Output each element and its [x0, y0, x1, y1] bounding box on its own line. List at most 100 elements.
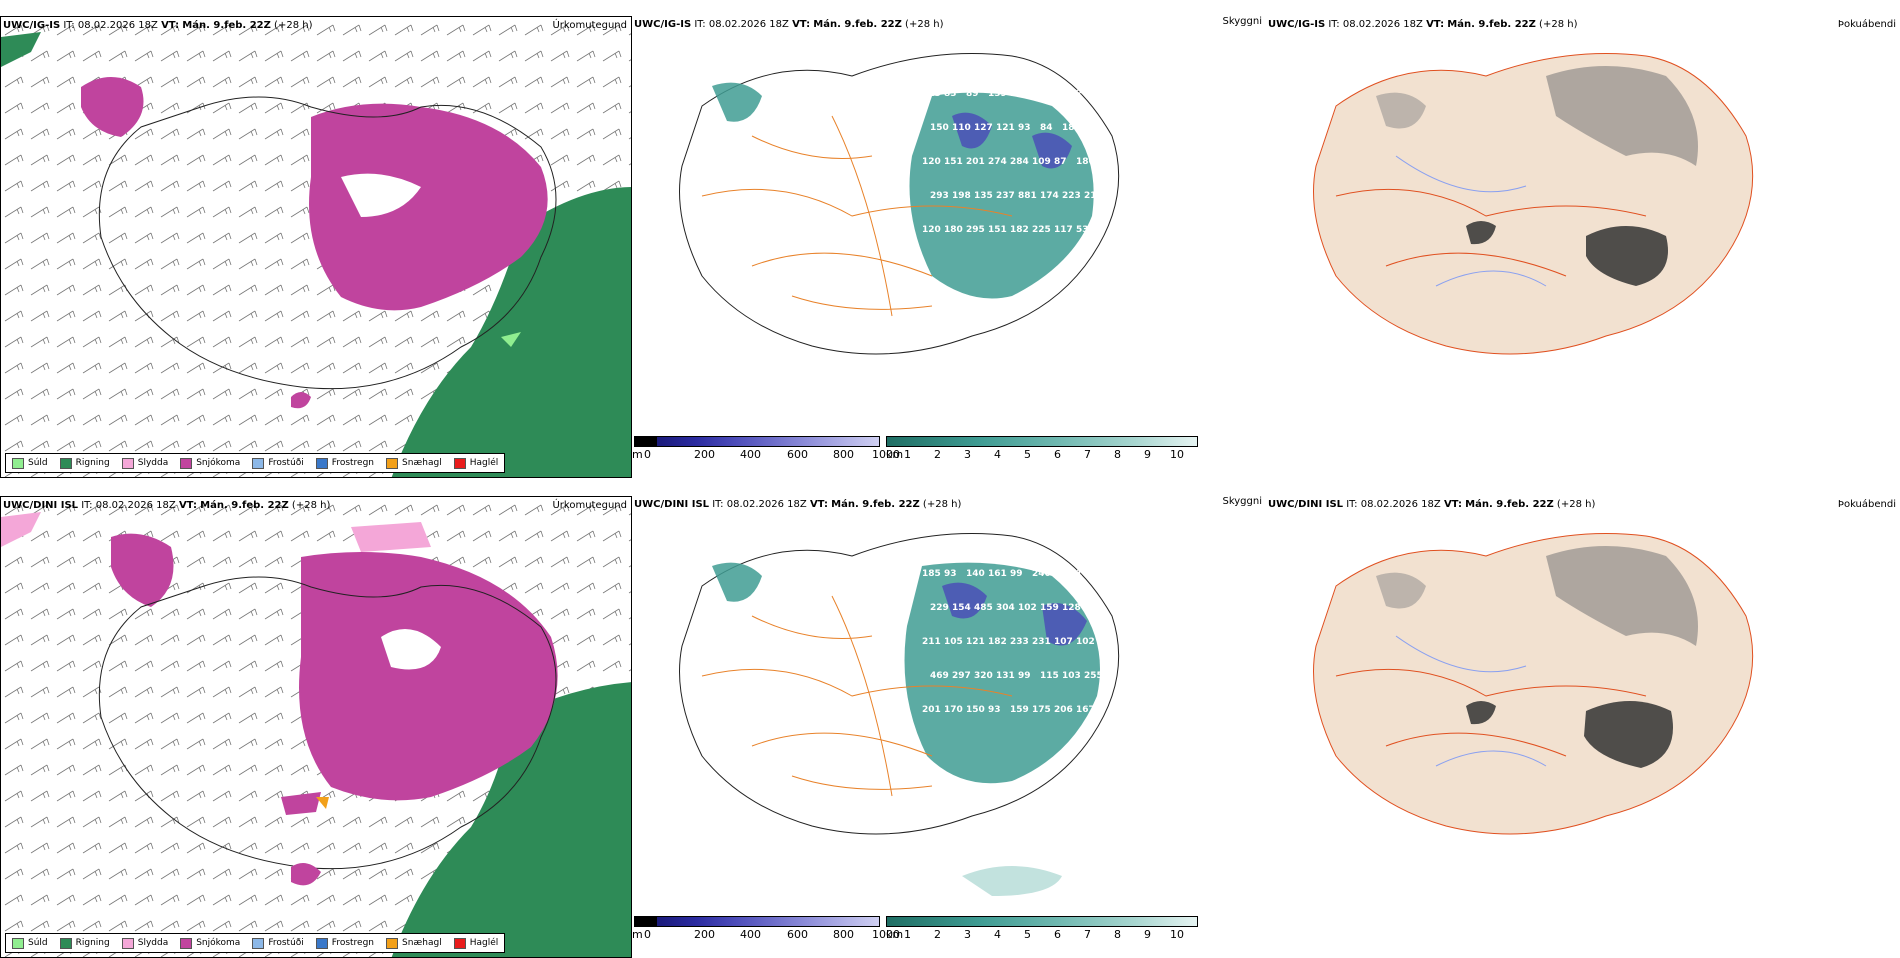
vis-tick: 1 [904, 928, 911, 941]
lead-time: (+28 h) [274, 20, 313, 31]
valid-time: Mán. 9.feb. 22Z [182, 20, 271, 31]
vis-title: Skyggni [1222, 16, 1262, 27]
cloud-base-label: 803 [772, 309, 791, 319]
vis-tick: 5 [1024, 448, 1031, 461]
cloud-base-label: 284 [1054, 89, 1073, 99]
legend-swatch [453, 457, 466, 469]
vis-tick: 1 [904, 448, 911, 461]
vis-tick: 6 [1054, 928, 1061, 941]
vis-tick: 9 [1144, 448, 1151, 461]
precip-title: Úrkomutegund [552, 20, 627, 31]
cloud-base-label: 231 [1032, 637, 1051, 647]
cloud-base-label: 103 [1062, 671, 1081, 681]
fog-title: Þokuábendi [1837, 499, 1896, 510]
vis-title: Skyggni [1222, 496, 1262, 507]
cloud-base-label: 127 [974, 123, 993, 133]
precip-type-panel-bottom: UWC/DINI ISL IT: 08.02.2026 18Z VT: Mán.… [0, 496, 632, 958]
legend-item: Haglél [453, 937, 498, 949]
cloud-base-label: 237 [996, 191, 1015, 201]
cloud-base-label: 182 [1010, 225, 1029, 235]
height-tick: 200 [694, 928, 715, 941]
vis-tick: 10 [1170, 448, 1184, 461]
cloud-base-label: 304 [996, 603, 1015, 613]
valid-label: VT: [809, 499, 828, 510]
legend-swatch [59, 457, 72, 469]
vis-tick: 9 [1144, 928, 1151, 941]
height-tick: 600 [787, 928, 808, 941]
legend-swatch [453, 937, 466, 949]
cloud-base-label: 139 [988, 89, 1007, 99]
model-name: UWC/IG-IS [1268, 19, 1326, 30]
legend-swatch [121, 457, 134, 469]
legend-item: Rigning [59, 457, 110, 469]
cloud-base-label: 131 [996, 671, 1015, 681]
cloud-base-label: 274 [988, 157, 1007, 167]
legend-swatch [386, 457, 399, 469]
cloud-base-label: 240 [1032, 569, 1051, 579]
model-name: UWC/DINI ISL [634, 499, 710, 510]
lead-time: (+28 h) [291, 500, 331, 511]
cloud-base-label: 20 [852, 789, 865, 799]
height-tick: 1000 [872, 928, 900, 941]
legend-swatch [12, 457, 24, 469]
legend-swatch [12, 937, 24, 949]
cloud-base-label: 109 [1032, 157, 1051, 167]
cloud-base-label: 102 [1018, 603, 1037, 613]
valid-label: VT: [178, 500, 197, 511]
cloud-base-label: 128 [1032, 89, 1051, 99]
vis-tick: 3 [964, 928, 971, 941]
cloud-base-label: 93 [988, 705, 1001, 715]
legend-item: Slydda [121, 457, 168, 469]
legend-item: Snæhagl [386, 457, 442, 469]
valid-time: Mán. 9.feb. 22Z [1465, 499, 1554, 510]
valid-label: VT: [1443, 499, 1462, 510]
precip-map-bottom [1, 497, 631, 957]
precip-title: Úrkomutegund [552, 500, 627, 511]
legend-swatch [121, 937, 134, 949]
cloud-base-label: 128 [1062, 603, 1081, 613]
cloud-base-label: 105 [944, 637, 963, 647]
cloud-base-label: 43 [892, 809, 905, 819]
legend-item: Slydda [121, 937, 168, 949]
vis-tick: 4 [994, 448, 1001, 461]
cloud-base-label: 135 [974, 191, 993, 201]
cloud-base-label: 99 [1018, 671, 1031, 681]
visibility-colorbar [886, 916, 1198, 927]
legend-swatch [180, 457, 193, 469]
cloud-base-label: 121 [966, 637, 985, 647]
cloud-base-label: 531 [1076, 225, 1095, 235]
cloud-base-label: 93 [944, 569, 957, 579]
lead-time: (+28 h) [922, 499, 962, 510]
cloud-base-label: 20 [852, 309, 865, 319]
height-unit: m [632, 928, 643, 941]
init-time: IT: 08.02.2026 18Z [63, 20, 158, 31]
cloud-base-label: 229 [930, 603, 949, 613]
height-colorbar [634, 916, 880, 927]
cloud-base-label: 225 [1032, 225, 1051, 235]
cloud-base-label: 87 [1054, 157, 1067, 167]
legend-item: Frostregn [315, 457, 374, 469]
cloud-base-label: 471 [772, 789, 791, 799]
lead-time: (+28 h) [905, 19, 944, 30]
cloud-base-label: 252 [1084, 123, 1103, 133]
legend-item: Snjókoma [180, 457, 240, 469]
cloud-base-label: 115 [1040, 671, 1059, 681]
fog-title: Þokuábendi [1837, 19, 1896, 30]
legend-swatch [180, 937, 193, 949]
vis-tick: 4 [994, 928, 1001, 941]
precip-map-top [1, 17, 631, 477]
cloud-base-label: 83 [944, 89, 957, 99]
legend-swatch [315, 457, 328, 469]
fog-map-bottom [1313, 533, 1754, 835]
legend-item: Frostúði [252, 457, 304, 469]
cloud-base-label: 99 [1010, 569, 1023, 579]
vis-tick: 7 [1084, 928, 1091, 941]
cloud-base-label: 186 [1076, 157, 1095, 167]
cloud-base-label: 175 [1032, 705, 1051, 715]
cloud-base-label: 138 [812, 329, 831, 339]
height-tick: 1000 [872, 448, 900, 461]
legend-swatch [59, 937, 72, 949]
valid-time: Mán. 9.feb. 22Z [1447, 19, 1536, 30]
